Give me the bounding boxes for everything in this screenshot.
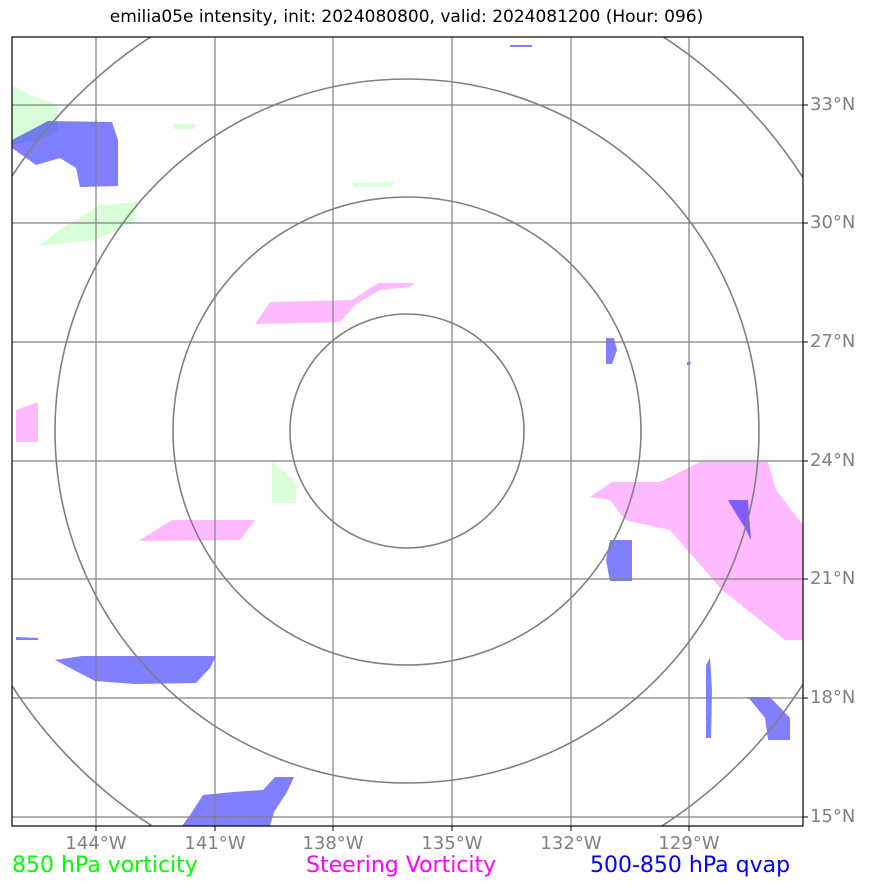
lat-label-27n: 27°N [810,331,856,352]
axis-ticks [95,104,808,831]
vorticity-850-fields [12,85,394,503]
qvap-fields [12,45,790,826]
lat-label-21n: 21°N [810,568,856,589]
lat-label-18n: 18°N [810,687,856,708]
lat-label-24n: 24°N [810,450,856,471]
lon-label-141w: 141°W [184,833,246,854]
lat-label-33n: 33°N [810,94,856,115]
legend-steering-vorticity: Steering Vorticity [306,853,497,878]
lon-label-129w: 129°W [658,833,720,854]
legend-850-vorticity: 850 hPa vorticity [12,853,198,878]
longitude-gridlines [95,37,690,826]
plot-frame [11,36,804,827]
legend-qvap: 500-850 hPa qvap [590,853,791,878]
lat-label-30n: 30°N [810,212,856,233]
lat-label-15n: 15°N [810,806,856,827]
lon-label-138w: 138°W [302,833,364,854]
lon-label-132w: 132°W [540,833,602,854]
steering-vorticity-fields [16,283,803,640]
lon-label-135w: 135°W [421,833,483,854]
map-title: emilia05e intensity, init: 2024080800, v… [109,7,704,27]
lon-label-144w: 144°W [65,833,127,854]
latitude-gridlines [12,104,803,818]
